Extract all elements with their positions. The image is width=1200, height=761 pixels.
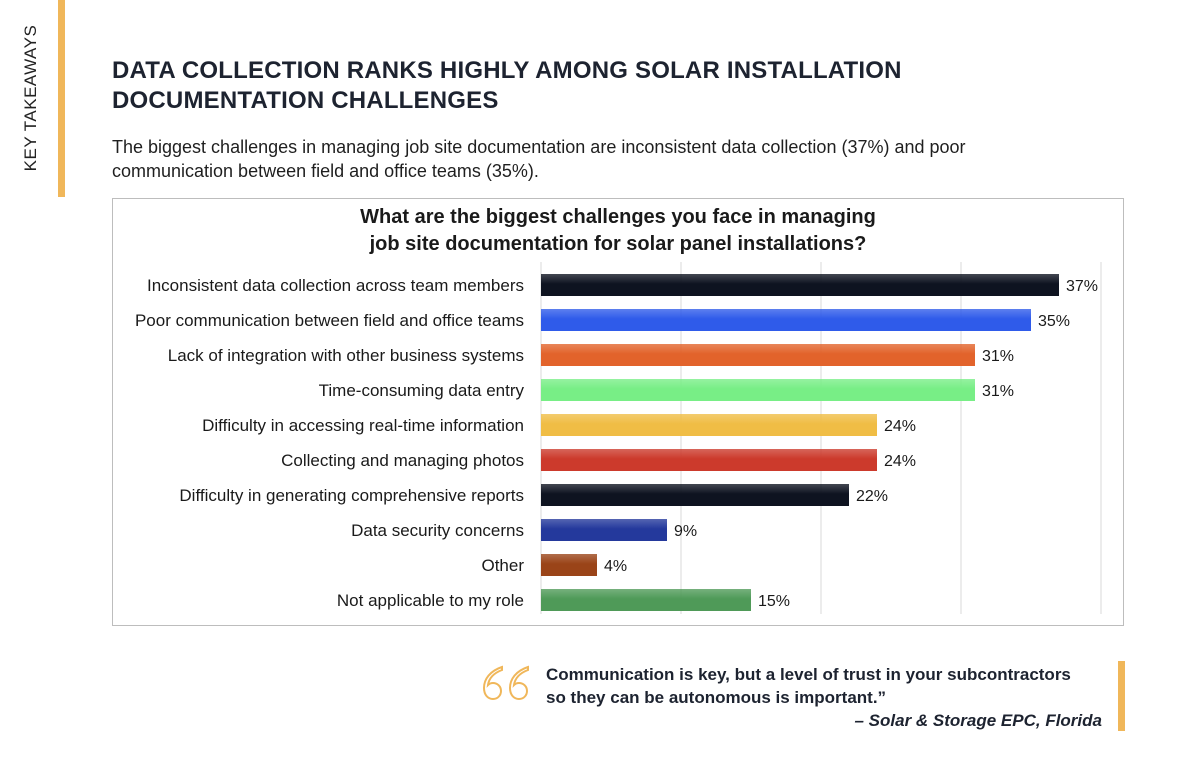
- category-label: Time-consuming data entry: [319, 381, 525, 400]
- value-label: 35%: [1038, 313, 1070, 330]
- category-label: Poor communication between field and off…: [135, 311, 524, 330]
- category-label: Other: [481, 556, 524, 575]
- category-label: Lack of integration with other business …: [168, 346, 524, 365]
- quote-line-2: so they can be autonomous is important.”: [546, 688, 887, 707]
- value-label: 9%: [674, 523, 697, 540]
- bar: [541, 414, 877, 436]
- category-label: Inconsistent data collection across team…: [147, 276, 524, 295]
- quote-marks-icon: [480, 663, 532, 708]
- bar: [541, 309, 1031, 331]
- value-label: 31%: [982, 348, 1014, 365]
- value-label: 37%: [1066, 278, 1098, 295]
- chart-title: What are the biggest challenges you face…: [0, 204, 1200, 258]
- bar: [541, 554, 597, 576]
- value-label: 15%: [758, 593, 790, 610]
- intro-line-2: communication between field and office t…: [112, 161, 539, 181]
- chart-title-line-1: What are the biggest challenges you face…: [360, 206, 876, 228]
- bar: [541, 519, 667, 541]
- value-label: 24%: [884, 418, 916, 435]
- headline-line-1: DATA COLLECTION RANKS HIGHLY AMONG SOLAR…: [112, 57, 902, 84]
- value-label: 24%: [884, 453, 916, 470]
- bar: [541, 274, 1059, 296]
- category-label: Collecting and managing photos: [281, 451, 524, 470]
- quote-text: Communication is key, but a level of tru…: [546, 663, 1106, 709]
- accent-bar-quote: [1118, 661, 1125, 731]
- value-label: 4%: [604, 558, 627, 575]
- quote-attribution: – Solar & Storage EPC, Florida: [854, 711, 1102, 730]
- bar: [541, 344, 975, 366]
- headline-line-2: DOCUMENTATION CHALLENGES: [112, 87, 499, 114]
- chart-title-line-2: job site documentation for solar panel i…: [369, 233, 867, 255]
- intro-text: The biggest challenges in managing job s…: [112, 135, 1012, 183]
- accent-bar-top: [58, 0, 65, 197]
- value-label: 31%: [982, 383, 1014, 400]
- bar: [541, 484, 849, 506]
- quote-line-1: Communication is key, but a level of tru…: [546, 665, 1071, 684]
- bar: [541, 449, 877, 471]
- value-label: 22%: [856, 488, 888, 505]
- chart-frame: [112, 198, 1124, 626]
- headline: DATA COLLECTION RANKS HIGHLY AMONG SOLAR…: [112, 56, 1012, 116]
- category-label: Not applicable to my role: [337, 591, 524, 610]
- category-label: Data security concerns: [351, 521, 524, 540]
- category-label: Difficulty in accessing real-time inform…: [202, 416, 524, 435]
- category-label: Difficulty in generating comprehensive r…: [179, 486, 524, 505]
- bar: [541, 379, 975, 401]
- bar: [541, 589, 751, 611]
- intro-line-1: The biggest challenges in managing job s…: [112, 137, 966, 157]
